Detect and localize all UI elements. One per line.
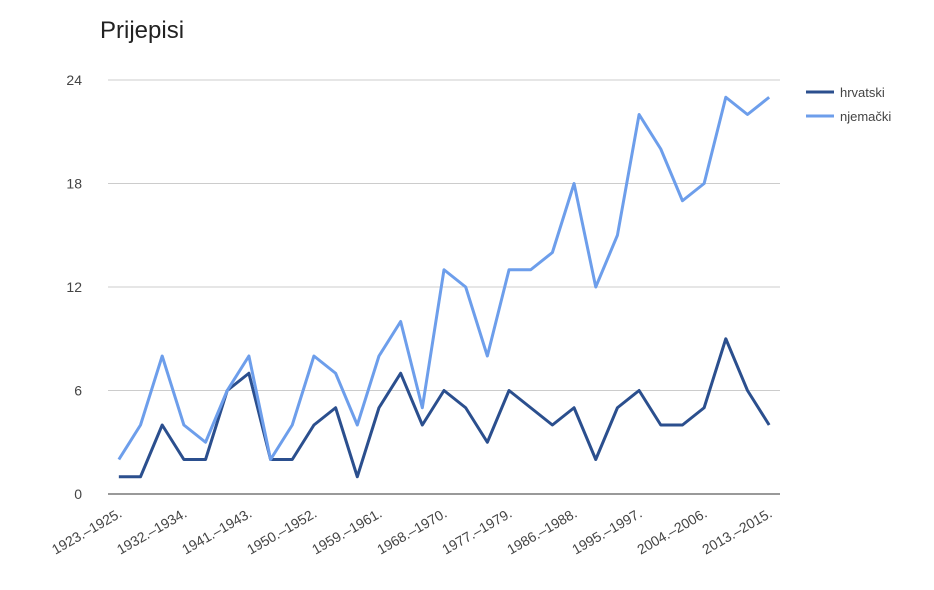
legend-label: hrvatski [840, 85, 885, 100]
x-tick-label: 2013.–2015. [699, 505, 774, 558]
x-tick-label: 1968.–1970. [374, 505, 449, 558]
data-line [118, 337, 771, 479]
y-tick-label: 24 [66, 72, 82, 88]
x-tick-label: 1941.–1943. [179, 505, 254, 558]
x-tick-label: 1923.–1925. [49, 505, 124, 558]
x-tick-label: 1959.–1961. [309, 505, 384, 558]
y-tick-label: 18 [66, 176, 82, 192]
x-tick-label: 1995.–1997. [569, 505, 644, 558]
y-tick-label: 6 [74, 383, 82, 399]
x-tick-label: 1977.–1979. [439, 505, 514, 558]
x-tick-label: 1932.–1934. [114, 505, 189, 558]
chart-title: Prijepisi [100, 17, 184, 44]
y-tick-label: 12 [66, 279, 82, 295]
data-line [117, 95, 771, 461]
x-tick-label: 1986.–1988. [504, 505, 579, 558]
y-tick-label: 0 [74, 486, 82, 502]
x-tick-label: 2004.–2006. [634, 505, 709, 558]
legend-label: njemački [840, 109, 891, 124]
x-tick-label: 1950.–1952. [244, 505, 319, 558]
